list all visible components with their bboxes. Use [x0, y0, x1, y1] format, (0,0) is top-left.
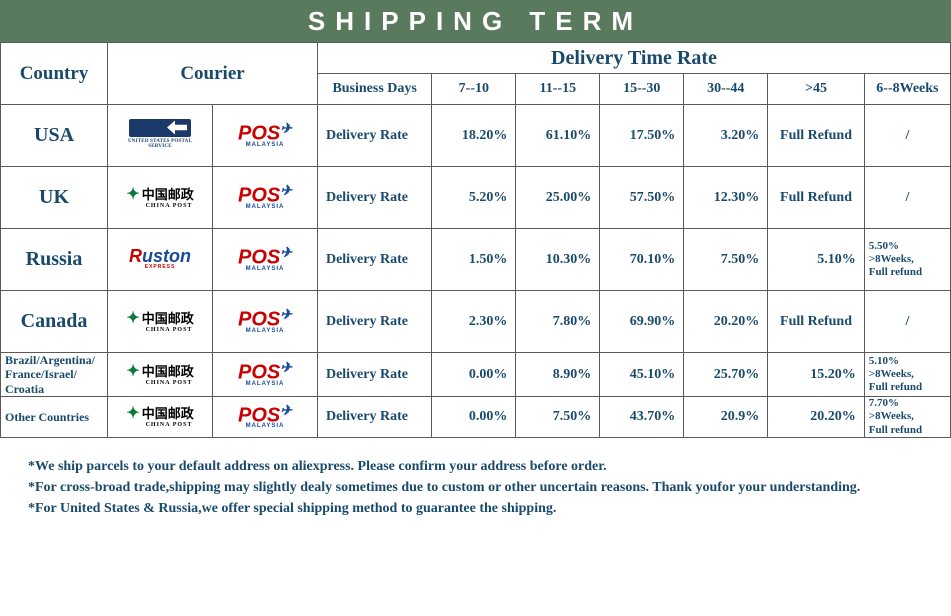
cell-value: / — [864, 105, 950, 167]
cell-value: / — [864, 291, 950, 353]
col-country: Country — [1, 43, 108, 105]
cell-value: 5.50% >8Weeks,Full refund — [864, 229, 950, 291]
cell-value: 20.9% — [684, 397, 768, 438]
cell-value: 5.20% — [432, 167, 516, 229]
cell-country: USA — [1, 105, 108, 167]
cell-value: Full Refund — [768, 167, 865, 229]
table-row: USA UNITED STATES POSTAL SERVICE POS✈MALAY… — [1, 105, 951, 167]
cell-country: Other Countries — [1, 397, 108, 438]
col-11-15: 11--15 — [516, 74, 600, 105]
cell-country: Brazil/Argentina/France/Israel/Croatia — [1, 353, 108, 397]
cell-value: Full Refund — [768, 291, 865, 353]
cell-value: 3.20% — [684, 105, 768, 167]
cell-rate-label: Delivery Rate — [317, 167, 431, 229]
cell-value: 61.10% — [516, 105, 600, 167]
cell-courier-2: POS✈MALAYSIA — [213, 353, 318, 397]
col-6-8weeks: 6--8Weeks — [864, 74, 950, 105]
notes: *We ship parcels to your default address… — [0, 438, 951, 537]
chinapost-icon: ✦中国邮政CHINA POST — [126, 403, 193, 428]
chinapost-icon: ✦中国邮政CHINA POST — [126, 361, 193, 386]
table-row: Brazil/Argentina/France/Israel/Croatia ✦中… — [1, 353, 951, 397]
page-title: SHIPPING TERM — [308, 6, 643, 37]
table-container: Country Courier Delivery Time Rate Busin… — [0, 42, 951, 438]
cell-value: 25.00% — [516, 167, 600, 229]
cell-value: 43.70% — [600, 397, 684, 438]
pos-icon: POS✈MALAYSIA — [238, 120, 292, 147]
cell-courier-2: POS✈MALAYSIA — [213, 167, 318, 229]
cell-courier-2: POS✈MALAYSIA — [213, 105, 318, 167]
cell-courier-2: POS✈MALAYSIA — [213, 229, 318, 291]
cell-value: 69.90% — [600, 291, 684, 353]
cell-country: Canada — [1, 291, 108, 353]
cell-value: 7.50% — [516, 397, 600, 438]
cell-value: 5.10% >8Weeks,Full refund — [864, 353, 950, 397]
cell-courier-2: POS✈MALAYSIA — [213, 397, 318, 438]
col-45plus: >45 — [768, 74, 865, 105]
note-line: *We ship parcels to your default address… — [28, 456, 923, 477]
cell-value: 25.70% — [684, 353, 768, 397]
cell-courier-1: RustonEXPRESS — [108, 229, 213, 291]
note-line: *For United States & Russia,we offer spe… — [28, 498, 923, 519]
pos-icon: POS✈MALAYSIA — [238, 402, 292, 429]
cell-value: 17.50% — [600, 105, 684, 167]
cell-courier-1: UNITED STATES POSTAL SERVICE — [108, 105, 213, 167]
pos-icon: POS✈MALAYSIA — [238, 306, 292, 333]
pos-icon: POS✈MALAYSIA — [238, 182, 292, 209]
cell-value: 5.10% — [768, 229, 865, 291]
cell-value: 10.30% — [516, 229, 600, 291]
col-courier: Courier — [108, 43, 318, 105]
cell-courier-2: POS✈MALAYSIA — [213, 291, 318, 353]
cell-value: 7.70% >8Weeks,Full refund — [864, 397, 950, 438]
table-row: Russia RustonEXPRESS POS✈MALAYSIA Delivery … — [1, 229, 951, 291]
cell-courier-1: ✦中国邮政CHINA POST — [108, 353, 213, 397]
table-row: Other Countries ✦中国邮政CHINA POST POS✈MALAYS… — [1, 397, 951, 438]
cell-value: 0.00% — [432, 397, 516, 438]
cell-rate-label: Delivery Rate — [317, 105, 431, 167]
col-15-30: 15--30 — [600, 74, 684, 105]
cell-value: 45.10% — [600, 353, 684, 397]
col-7-10: 7--10 — [432, 74, 516, 105]
chinapost-icon: ✦中国邮政CHINA POST — [126, 184, 193, 209]
cell-value: 7.80% — [516, 291, 600, 353]
col-delivery-header: Delivery Time Rate — [317, 43, 950, 74]
col-business-days: Business Days — [317, 74, 431, 105]
cell-value: 18.20% — [432, 105, 516, 167]
cell-value: 0.00% — [432, 353, 516, 397]
cell-rate-label: Delivery Rate — [317, 291, 431, 353]
cell-country: Russia — [1, 229, 108, 291]
cell-rate-label: Delivery Rate — [317, 229, 431, 291]
cell-value: / — [864, 167, 950, 229]
cell-value: 57.50% — [600, 167, 684, 229]
cell-rate-label: Delivery Rate — [317, 353, 431, 397]
pos-icon: POS✈MALAYSIA — [238, 244, 292, 271]
cell-value: 2.30% — [432, 291, 516, 353]
cell-value: Full Refund — [768, 105, 865, 167]
table-row: Canada ✦中国邮政CHINA POST POS✈MALAYSIA Deliver… — [1, 291, 951, 353]
cell-value: 20.20% — [768, 397, 865, 438]
cell-value: 12.30% — [684, 167, 768, 229]
cell-courier-1: ✦中国邮政CHINA POST — [108, 167, 213, 229]
cell-value: 15.20% — [768, 353, 865, 397]
cell-value: 1.50% — [432, 229, 516, 291]
chinapost-icon: ✦中国邮政CHINA POST — [126, 308, 193, 333]
usps-icon: UNITED STATES POSTAL SERVICE — [125, 119, 195, 153]
note-line: *For cross-broad trade,shipping may slig… — [28, 477, 923, 498]
pos-icon: POS✈MALAYSIA — [238, 359, 292, 386]
cell-courier-1: ✦中国邮政CHINA POST — [108, 397, 213, 438]
ruston-icon: RustonEXPRESS — [129, 246, 191, 270]
cell-value: 20.20% — [684, 291, 768, 353]
table-row: UK ✦中国邮政CHINA POST POS✈MALAYSIA Delivery Ra… — [1, 167, 951, 229]
cell-country: UK — [1, 167, 108, 229]
cell-value: 7.50% — [684, 229, 768, 291]
header-bar: SHIPPING TERM — [0, 0, 951, 42]
cell-value: 70.10% — [600, 229, 684, 291]
cell-courier-1: ✦中国邮政CHINA POST — [108, 291, 213, 353]
cell-value: 8.90% — [516, 353, 600, 397]
col-30-44: 30--44 — [684, 74, 768, 105]
shipping-table: Country Courier Delivery Time Rate Busin… — [0, 42, 951, 438]
cell-rate-label: Delivery Rate — [317, 397, 431, 438]
